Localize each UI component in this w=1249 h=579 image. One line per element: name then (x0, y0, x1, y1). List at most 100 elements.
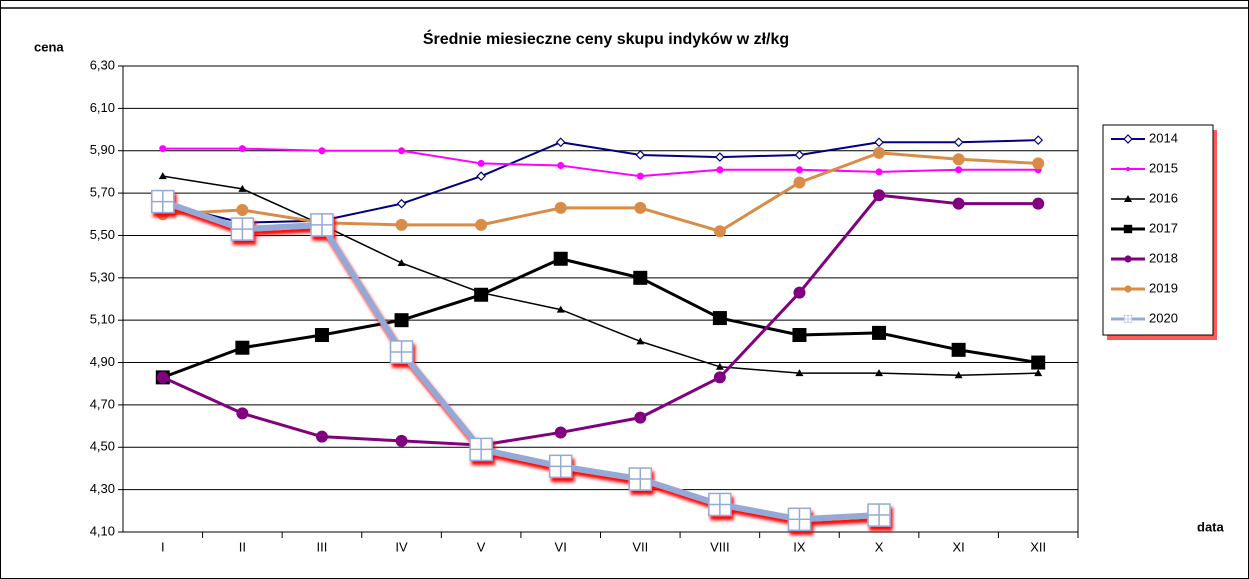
x-tick-label: III (317, 539, 328, 554)
marker (715, 152, 725, 162)
marker (873, 146, 886, 159)
marker (318, 147, 326, 155)
legend-label: 2020 (1149, 310, 1178, 325)
marker (875, 369, 884, 377)
marker (713, 225, 726, 238)
marker (1031, 355, 1046, 370)
marker (636, 337, 645, 345)
marker (476, 171, 486, 181)
marker (236, 407, 249, 420)
marker (951, 342, 966, 357)
marker-cross (629, 468, 652, 491)
marker (636, 172, 644, 180)
marker (874, 137, 884, 148)
legend-item: 2020 (1111, 310, 1178, 325)
legend-item: 2019 (1111, 280, 1178, 295)
marker-cross (151, 190, 174, 213)
marker (236, 204, 249, 217)
marker (713, 371, 726, 384)
marker (1123, 314, 1133, 324)
marker (794, 150, 805, 160)
x-tick-label: XII (1030, 539, 1046, 554)
x-tick-label: XI (952, 539, 964, 554)
marker (875, 168, 883, 176)
marker (474, 287, 489, 302)
marker (1032, 197, 1045, 210)
marker-cross (549, 455, 572, 478)
marker (397, 258, 406, 266)
x-tick-label: VI (555, 539, 567, 554)
marker (557, 162, 565, 170)
x-tick-label: IX (793, 539, 806, 554)
marker (556, 305, 565, 313)
x-tick-label: VII (632, 539, 648, 554)
legend-item: 2018 (1111, 250, 1178, 265)
marker (1125, 166, 1131, 172)
marker (952, 153, 965, 166)
x-axis-label: data (1197, 519, 1225, 534)
marker (634, 411, 647, 424)
marker (1123, 134, 1133, 144)
series (158, 172, 1043, 379)
marker (469, 437, 493, 462)
legend-label: 2015 (1149, 160, 1178, 175)
marker (867, 503, 891, 527)
x-tick-label: IV (395, 539, 408, 554)
y-tick-label: 5,50 (90, 227, 115, 242)
marker (628, 467, 653, 491)
y-tick-label: 4,50 (90, 439, 115, 454)
marker (475, 218, 488, 231)
marker (793, 286, 806, 299)
marker (396, 198, 407, 209)
y-tick-label: 4,90 (90, 354, 115, 369)
marker (795, 166, 803, 174)
marker (1032, 157, 1045, 170)
marker (787, 507, 812, 532)
series-line (161, 198, 880, 523)
marker (953, 137, 964, 148)
marker (310, 213, 334, 237)
marker (633, 270, 648, 285)
y-tick-label: 6,30 (90, 57, 115, 72)
legend-label: 2016 (1149, 190, 1178, 205)
x-tick-label: I (161, 539, 165, 554)
marker (715, 362, 724, 370)
marker (553, 251, 568, 266)
marker (1124, 195, 1132, 202)
marker (151, 189, 175, 214)
marker (555, 137, 566, 148)
marker (634, 201, 647, 214)
marker (635, 150, 646, 160)
y-axis-label: cena (34, 39, 64, 54)
marker (1034, 369, 1043, 377)
marker (159, 145, 167, 153)
plot-area (122, 65, 1079, 533)
marker (314, 328, 329, 343)
marker (716, 166, 724, 174)
marker (952, 197, 965, 210)
marker (795, 369, 804, 377)
marker (398, 147, 406, 155)
series-line (162, 175, 1039, 377)
y-tick-label: 4,10 (90, 523, 115, 538)
marker (395, 434, 408, 447)
y-tick-label: 4,30 (90, 481, 115, 496)
series-line (162, 147, 1039, 178)
marker-cross (788, 508, 811, 531)
marker (872, 325, 887, 340)
marker (1033, 135, 1044, 145)
series (156, 189, 1045, 452)
y-tick-label: 6,10 (90, 100, 115, 115)
marker (1123, 224, 1133, 234)
marker (238, 145, 246, 153)
legend-item: 2014 (1111, 130, 1178, 145)
marker (156, 371, 169, 384)
legend-item: 2015 (1111, 160, 1178, 175)
marker (955, 166, 963, 174)
marker-cross (470, 438, 493, 461)
y-tick-label: 4,70 (90, 396, 115, 411)
marker-cross (1124, 315, 1132, 323)
x-tick-label: II (239, 539, 246, 554)
